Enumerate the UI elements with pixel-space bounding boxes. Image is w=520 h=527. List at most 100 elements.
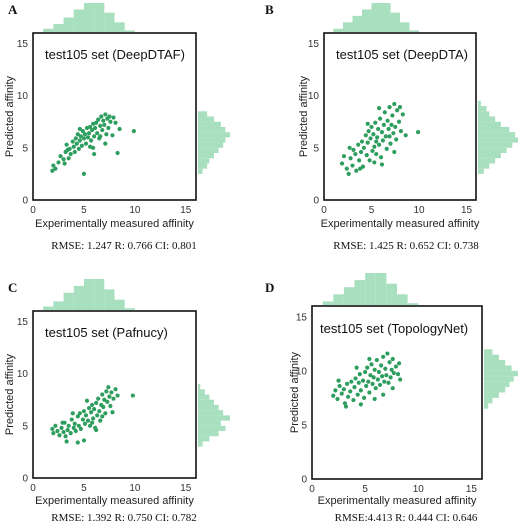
hist-x-bar (83, 3, 95, 32)
scatter-point (367, 158, 372, 163)
scatter-point (379, 130, 385, 135)
scatter-point (70, 411, 75, 416)
hist-x-bar (124, 308, 135, 310)
scatter-point (91, 145, 96, 150)
scatter-point (83, 413, 89, 418)
scatter-point (391, 131, 396, 136)
hist-y-bar (198, 399, 214, 405)
hist-x-bar (352, 15, 362, 32)
hist-x-bar (63, 292, 74, 310)
scatter-point (53, 423, 58, 428)
scatter-point (85, 135, 91, 140)
panel-d-hist-x (322, 273, 419, 305)
panel-b-plot-frame (323, 32, 477, 201)
hist-x-bar (407, 303, 419, 305)
panel-a-plot-frame (32, 32, 197, 201)
scatter-point (57, 433, 62, 438)
panel-a-hist-x (43, 3, 135, 32)
scatter-point (341, 154, 347, 159)
scatter-point (50, 168, 55, 173)
hist-y-bar (478, 153, 501, 159)
scatter-point (415, 130, 421, 135)
scatter-point (81, 136, 87, 141)
scatter-point (111, 115, 116, 120)
panel-letter-b: B (265, 2, 274, 17)
hist-x-bar (104, 289, 115, 310)
hist-y-bar (198, 384, 201, 390)
panel-d-hist-y (484, 349, 518, 409)
scatter-point (65, 147, 70, 152)
scatter-point (349, 379, 354, 384)
hist-y-bar (478, 121, 501, 127)
panel-a: A 0 5 10 15 0 5 10 15 test105 set (DeepDTAF) E… (4, 2, 230, 252)
y-tick-label: 5 (301, 420, 307, 431)
panel-c-xlabel: Experimentally measured affinity (35, 495, 194, 507)
scatter-point (109, 390, 114, 395)
scatter-point (386, 126, 391, 132)
scatter-point (385, 351, 390, 356)
scatter-point (81, 409, 87, 414)
hist-y-bar (198, 137, 226, 143)
scatter-point (370, 381, 375, 386)
hist-y-bar (478, 126, 510, 133)
hist-x-bar (63, 17, 74, 32)
scatter-point (375, 135, 380, 140)
x-tick-label: 15 (180, 483, 192, 494)
scatter-point (65, 427, 70, 433)
scatter-point (341, 387, 346, 392)
scatter-point (347, 145, 352, 150)
scatter-point (355, 392, 360, 397)
scatter-point (71, 144, 76, 149)
scatter-point (392, 149, 397, 155)
scatter-point (69, 417, 74, 422)
scatter-point (88, 410, 94, 415)
hist-x-bar (53, 301, 64, 310)
hist-y-bar (198, 410, 224, 416)
scatter-point (371, 375, 376, 380)
y-tick-label: 0 (301, 475, 307, 486)
panel-d-title: test105 set (TopologyNet) (320, 321, 468, 336)
hist-x-bar (104, 12, 115, 32)
hist-x-bar (43, 28, 54, 32)
scatter-point (89, 127, 95, 133)
scatter-point (72, 149, 77, 155)
scatter-point (363, 133, 368, 138)
scatter-point (82, 132, 88, 137)
scatter-point (77, 126, 82, 132)
hist-x-bar (83, 279, 95, 310)
scatter-point (100, 414, 105, 419)
scatter-point (103, 141, 108, 146)
scatter-point (115, 393, 120, 398)
x-tick-label: 10 (129, 205, 141, 216)
scatter-point (361, 395, 367, 401)
hist-x-bar (362, 9, 372, 32)
scatter-point (106, 125, 111, 131)
scatter-point (365, 365, 370, 370)
hist-y-bar (478, 100, 481, 107)
scatter-point (86, 131, 92, 136)
scatter-point (390, 356, 395, 362)
hist-y-bar (198, 116, 214, 122)
scatter-point (403, 133, 408, 138)
scatter-point (335, 396, 340, 402)
hist-y-bar (198, 420, 221, 426)
scatter-point (115, 150, 120, 156)
scatter-point (352, 384, 357, 390)
x-tick-label: 10 (129, 483, 141, 494)
scatter-point (375, 377, 380, 382)
scatter-point (372, 160, 377, 165)
hist-y-bar (478, 142, 513, 148)
hist-y-bar (484, 376, 514, 382)
scatter-point (82, 421, 88, 426)
hist-x-bar (386, 283, 397, 305)
scatter-point (75, 414, 80, 419)
scatter-point (358, 149, 364, 155)
scatter-point (74, 141, 79, 146)
hist-y-bar (198, 121, 221, 127)
scatter-point (130, 393, 135, 398)
scatter-point (380, 374, 385, 379)
x-tick-label: 10 (413, 205, 425, 216)
scatter-point (364, 383, 369, 389)
panel-a-metrics: RMSE: 1.247 R: 0.766 CI: 0.801 (51, 240, 196, 252)
scatter-point (395, 108, 400, 113)
